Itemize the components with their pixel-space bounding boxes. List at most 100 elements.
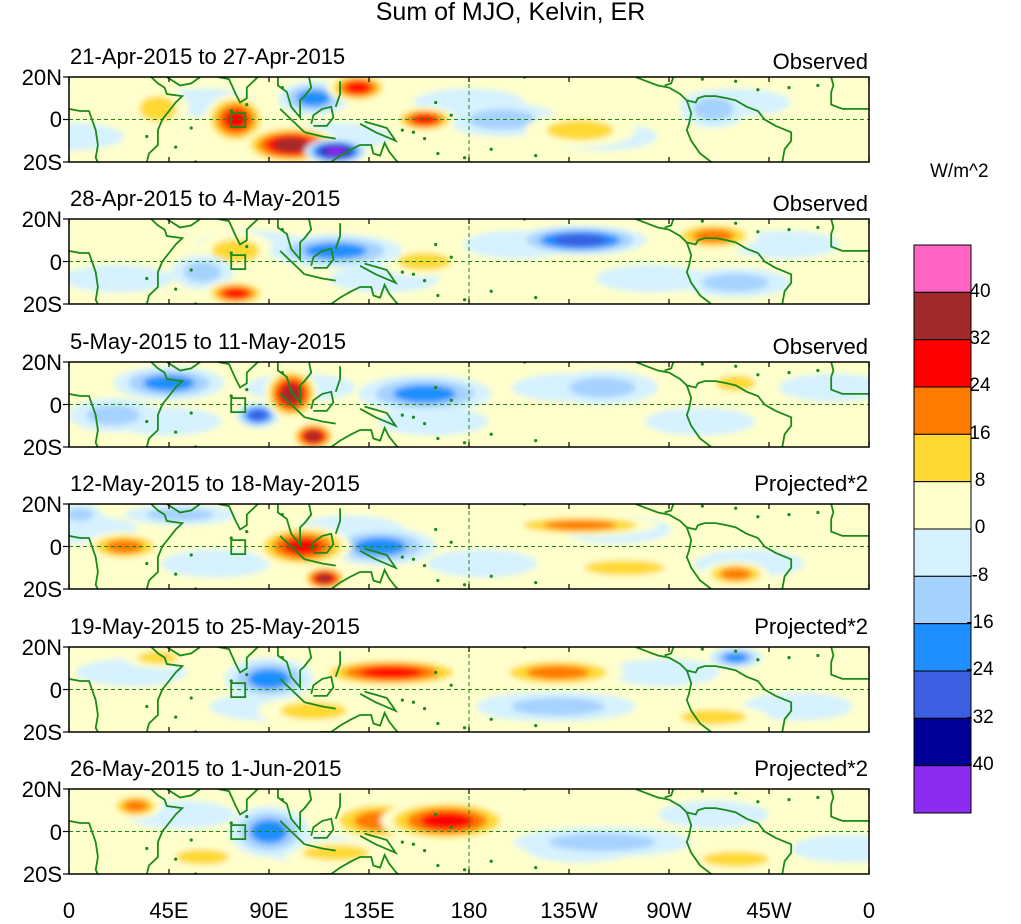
positive-anomaly (526, 665, 590, 680)
island (534, 296, 538, 300)
index-box (230, 254, 247, 271)
island (489, 717, 493, 721)
coastline (334, 508, 341, 535)
colorbar-segment (913, 386, 972, 435)
coastline (685, 385, 712, 447)
island (280, 86, 284, 90)
negative-anomaly (393, 384, 456, 403)
coastline (359, 262, 399, 285)
colorbar-tick-label: -24 (966, 659, 994, 680)
coastline (320, 140, 399, 162)
island (787, 228, 791, 232)
map-panel (63, 788, 870, 875)
coastline (359, 405, 399, 428)
weak-anomaly (645, 407, 756, 436)
coastline (304, 131, 336, 140)
coastline (304, 843, 336, 852)
colorbar-tick-label: -32 (966, 707, 994, 728)
island (436, 151, 440, 156)
island (229, 536, 233, 540)
panel-status-4: Projected*2 (754, 471, 868, 496)
coastlines (69, 647, 869, 732)
coastline (830, 647, 835, 663)
island (434, 527, 438, 532)
coastline (69, 393, 99, 447)
lat-label: 20N (21, 350, 62, 375)
positive-anomaly (280, 701, 347, 720)
coastline (279, 678, 306, 703)
coastline (635, 362, 793, 447)
positive-anomaly (412, 114, 437, 125)
island (434, 670, 438, 675)
colorbar-tick-label: -40 (966, 754, 994, 775)
colorbar-segment (913, 291, 972, 341)
positive-anomaly (105, 539, 144, 554)
island (436, 436, 440, 441)
coastline (145, 219, 185, 304)
island (462, 441, 467, 445)
colorbar-tick-label: 32 (969, 328, 991, 349)
lat-label: 20S (22, 862, 62, 887)
positive-anomaly (211, 239, 260, 263)
island (489, 574, 493, 578)
island (489, 289, 493, 293)
island (280, 371, 284, 375)
island (734, 791, 738, 795)
index-box (230, 397, 247, 414)
island (734, 506, 738, 510)
island (449, 825, 453, 829)
coastline (830, 504, 835, 520)
coastline (69, 535, 99, 589)
negative-anomaly (469, 109, 536, 130)
island (434, 242, 438, 247)
coastlines (69, 77, 869, 162)
island (436, 293, 440, 298)
island (145, 134, 149, 139)
weak-anomaly (658, 800, 769, 829)
island (816, 510, 820, 515)
lat-label: 20S (22, 435, 62, 460)
coastline (279, 250, 306, 275)
island (534, 866, 538, 870)
island (449, 540, 453, 544)
coastline (334, 81, 341, 108)
negative-anomaly (146, 508, 214, 521)
coastline (664, 789, 675, 799)
negative-anomaly (304, 242, 367, 259)
coastline (320, 425, 399, 447)
coastline (830, 789, 835, 805)
positive-anomaly (680, 709, 747, 725)
island (145, 846, 149, 851)
positive-anomaly (720, 568, 752, 581)
colorbar-segment (913, 623, 972, 672)
coastline (635, 789, 793, 874)
positive-anomaly (305, 431, 322, 442)
coastline (310, 675, 335, 697)
island (489, 432, 493, 436)
coastline (830, 376, 869, 395)
coastline (320, 567, 399, 589)
lon-label: 180 (450, 898, 488, 923)
coastline (359, 690, 399, 713)
coastline (359, 120, 399, 143)
colorbar-tick-label: 8 (974, 470, 986, 491)
island (787, 513, 791, 517)
negative-anomaly (249, 410, 267, 421)
lon-label: 45E (149, 898, 189, 923)
coastline (635, 219, 793, 304)
island (534, 439, 538, 443)
island (145, 276, 149, 281)
lat-label: 20S (22, 150, 62, 175)
index-box (230, 112, 247, 129)
lat-label: 20N (21, 65, 62, 90)
island (411, 130, 416, 134)
island (816, 368, 820, 373)
coastline (334, 793, 341, 820)
coastline (304, 558, 336, 567)
coastline (310, 247, 335, 269)
negative-anomaly (702, 273, 770, 292)
colorbar-segment (913, 433, 972, 483)
positive-anomaly (137, 651, 178, 664)
weak-anomaly (160, 549, 271, 578)
colorbar-tick-label: 40 (969, 281, 991, 302)
